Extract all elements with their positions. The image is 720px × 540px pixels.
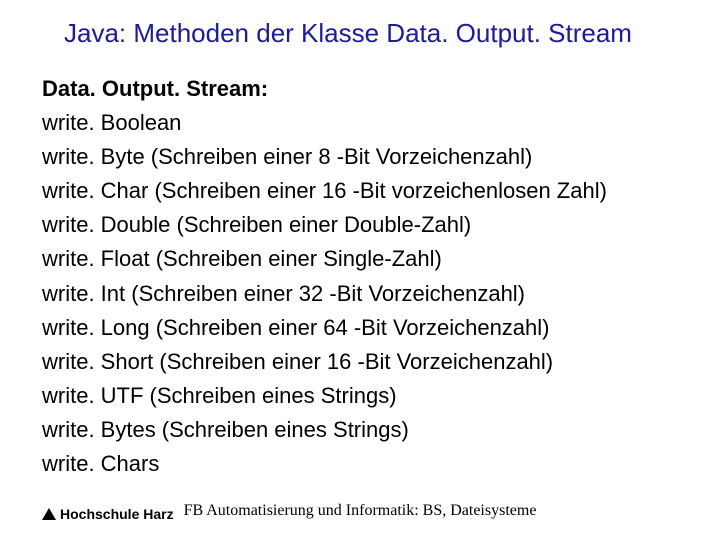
method-item: write. Byte (Schreiben einer 8 -Bit Vorz… [42,140,690,174]
method-item: write. Short (Schreiben einer 16 -Bit Vo… [42,345,690,379]
method-item: write. Boolean [42,106,690,140]
method-item: write. Char (Schreiben einer 16 -Bit vor… [42,174,690,208]
method-item: write. Double (Schreiben einer Double-Za… [42,208,690,242]
method-item: write. Int (Schreiben einer 32 -Bit Vorz… [42,277,690,311]
slide-footer: FB Automatisierung und Informatik: BS, D… [0,502,720,520]
method-item: write. Float (Schreiben einer Single-Zah… [42,242,690,276]
slide: Java: Methoden der Klasse Data. Output. … [0,0,720,540]
method-item: write. Long (Schreiben einer 64 -Bit Vor… [42,311,690,345]
slide-title: Java: Methoden der Klasse Data. Output. … [64,18,690,49]
class-name-heading: Data. Output. Stream: [42,72,690,106]
slide-body: Data. Output. Stream: write. Boolean wri… [42,72,690,481]
method-item: write. Bytes (Schreiben eines Strings) [42,413,690,447]
method-item: write. UTF (Schreiben eines Strings) [42,379,690,413]
method-item: write. Chars [42,447,690,481]
